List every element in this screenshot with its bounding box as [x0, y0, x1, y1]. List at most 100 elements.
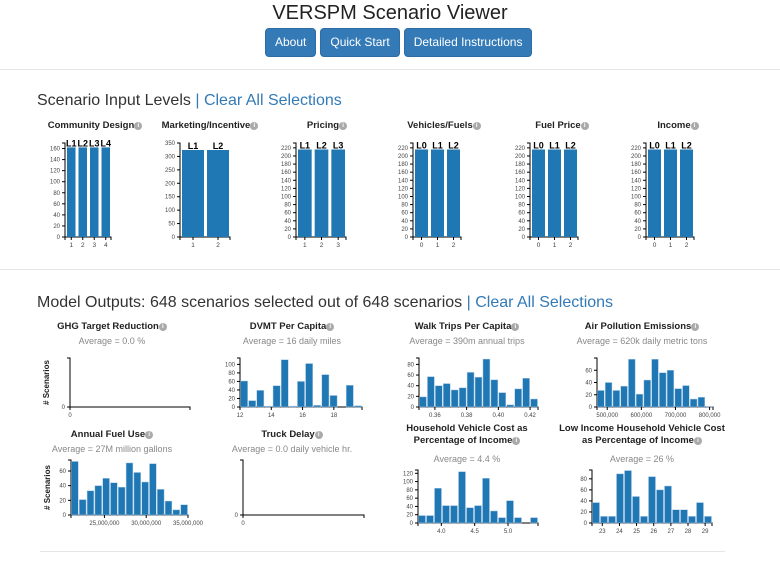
histogram-bar[interactable]	[458, 471, 466, 524]
histogram-bar[interactable]	[514, 388, 522, 408]
bar[interactable]	[331, 149, 345, 237]
clear-outputs-link[interactable]: Clear All Selections	[475, 294, 614, 311]
info-icon[interactable]: i	[326, 323, 335, 331]
histogram-bar[interactable]	[149, 463, 157, 516]
histogram-bar[interactable]	[643, 379, 651, 408]
histogram-bar[interactable]	[672, 509, 680, 524]
histogram-bar[interactable]	[443, 383, 451, 408]
about-button[interactable]: About	[265, 28, 317, 57]
histogram-bar[interactable]	[450, 389, 459, 408]
histogram-bar[interactable]	[79, 499, 87, 516]
histogram-bar[interactable]	[297, 381, 305, 408]
histogram-bar[interactable]	[86, 490, 95, 516]
info-icon[interactable]: i	[693, 437, 702, 445]
histogram-bar[interactable]	[624, 470, 632, 524]
histogram-bar[interactable]	[651, 358, 659, 408]
bar[interactable]	[532, 149, 545, 237]
histogram-bar[interactable]	[419, 396, 427, 408]
histogram-bar[interactable]	[435, 385, 443, 408]
histogram-bar[interactable]	[608, 516, 616, 524]
info-icon[interactable]: i	[314, 431, 323, 439]
histogram-bar[interactable]	[264, 405, 273, 408]
histogram-bar[interactable]	[172, 509, 180, 516]
histogram-bar[interactable]	[248, 400, 257, 408]
histogram-bar[interactable]	[674, 388, 682, 408]
histogram-bar[interactable]	[427, 376, 435, 408]
histogram-bar[interactable]	[530, 398, 538, 408]
histogram-bar[interactable]	[506, 500, 514, 524]
histogram-bar[interactable]	[125, 462, 134, 516]
histogram-bar[interactable]	[354, 405, 362, 408]
bar[interactable]	[67, 147, 76, 237]
info-icon[interactable]: i	[472, 122, 481, 130]
bar[interactable]	[648, 149, 661, 237]
histogram-bar[interactable]	[321, 374, 330, 408]
histogram-bar[interactable]	[157, 489, 165, 516]
histogram-bar[interactable]	[640, 516, 648, 524]
histogram-bar[interactable]	[102, 478, 110, 516]
histogram-bar[interactable]	[118, 486, 126, 516]
histogram-bar[interactable]	[289, 405, 297, 408]
histogram-bar[interactable]	[256, 390, 265, 408]
histogram-bar[interactable]	[506, 404, 514, 408]
histogram-bar[interactable]	[94, 485, 102, 516]
histogram-bar[interactable]	[466, 507, 474, 524]
histogram-bar[interactable]	[141, 481, 149, 516]
histogram-bar[interactable]	[682, 385, 690, 408]
bar[interactable]	[182, 149, 204, 237]
histogram-bar[interactable]	[490, 379, 499, 408]
histogram-bar[interactable]	[600, 516, 608, 524]
histogram-bar[interactable]	[648, 476, 656, 524]
histogram-bar[interactable]	[514, 517, 522, 524]
histogram-bar[interactable]	[180, 504, 188, 516]
histogram-bar[interactable]	[498, 392, 507, 408]
info-icon[interactable]: i	[145, 431, 154, 439]
bar[interactable]	[664, 149, 677, 237]
clear-inputs-link[interactable]: Clear All Selections	[203, 92, 342, 109]
info-icon[interactable]: i	[691, 323, 700, 331]
histogram-bar[interactable]	[272, 385, 281, 408]
histogram-bar[interactable]	[697, 396, 706, 408]
histogram-bar[interactable]	[133, 472, 141, 516]
histogram-bar[interactable]	[466, 372, 475, 408]
histogram-bar[interactable]	[490, 510, 498, 524]
histogram-bar[interactable]	[71, 461, 79, 516]
bar[interactable]	[314, 149, 329, 237]
bar[interactable]	[101, 147, 111, 237]
histogram-bar[interactable]	[690, 398, 698, 408]
histogram-bar[interactable]	[616, 473, 624, 524]
histogram-bar[interactable]	[110, 482, 118, 516]
bar[interactable]	[548, 149, 561, 237]
detailed-instructions-button[interactable]: Detailed Instructions	[403, 28, 533, 57]
histogram-bar[interactable]	[704, 516, 712, 524]
histogram-bar[interactable]	[280, 359, 289, 408]
histogram-bar[interactable]	[450, 505, 458, 524]
histogram-bar[interactable]	[656, 489, 664, 524]
bar[interactable]	[90, 147, 99, 237]
bar[interactable]	[680, 149, 693, 237]
histogram-bar[interactable]	[632, 496, 640, 524]
info-icon[interactable]: i	[511, 323, 520, 331]
histogram-bar[interactable]	[434, 487, 442, 524]
histogram-bar[interactable]	[418, 515, 426, 524]
histogram-bar[interactable]	[628, 358, 636, 408]
bar[interactable]	[298, 149, 312, 237]
info-icon[interactable]: i	[690, 122, 699, 130]
bar[interactable]	[207, 149, 229, 237]
histogram-bar[interactable]	[522, 377, 530, 408]
histogram-bar[interactable]	[498, 517, 506, 524]
histogram-bar[interactable]	[604, 382, 613, 408]
bar[interactable]	[564, 149, 577, 237]
bar[interactable]	[415, 149, 428, 237]
histogram-bar[interactable]	[530, 517, 538, 524]
histogram-bar[interactable]	[458, 387, 467, 408]
histogram-bar[interactable]	[305, 363, 313, 408]
histogram-bar[interactable]	[635, 393, 644, 408]
histogram-bar[interactable]	[612, 390, 620, 408]
bar[interactable]	[78, 147, 88, 237]
info-icon[interactable]: i	[512, 437, 521, 445]
bar[interactable]	[447, 149, 460, 237]
info-icon[interactable]: i	[158, 323, 167, 331]
histogram-bar[interactable]	[313, 405, 322, 408]
histogram-bar[interactable]	[426, 515, 434, 524]
